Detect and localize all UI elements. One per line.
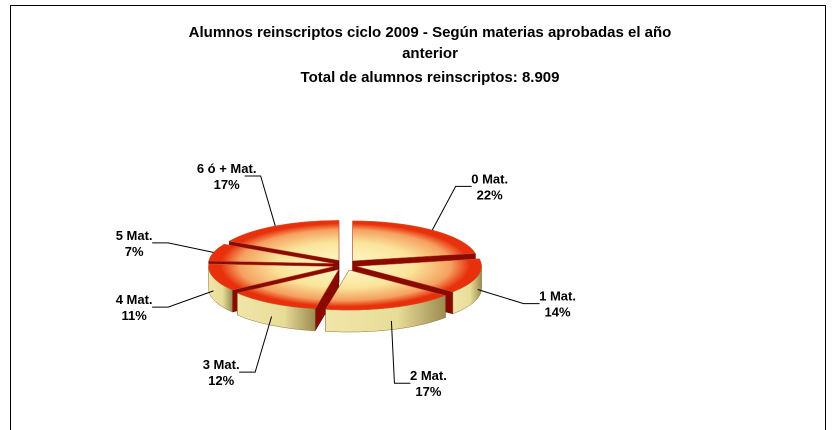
value-label: 17% <box>415 384 441 399</box>
slice <box>236 268 340 332</box>
value-label: 11% <box>121 308 147 323</box>
category-label: 5 Mat. <box>116 228 153 243</box>
value-label: 14% <box>545 305 571 320</box>
slice-top <box>228 220 340 261</box>
slice-top <box>325 269 447 311</box>
title-line: Alumnos reinscriptos ciclo 2009 - Según … <box>189 24 672 41</box>
leader-line <box>477 289 540 305</box>
slice-top <box>356 258 482 293</box>
slice-top <box>236 269 340 310</box>
leader-line <box>239 316 273 373</box>
title-line: anterior <box>402 45 458 62</box>
category-label: 4 Mat. <box>116 292 153 307</box>
category-label: 1 Mat. <box>539 289 576 304</box>
leader-line <box>244 175 276 227</box>
leader-line <box>152 242 214 253</box>
category-label: 0 Mat. <box>471 171 508 186</box>
chart-title: Alumnos reinscriptos ciclo 2009 - Según … <box>189 24 672 62</box>
leader-line <box>152 290 214 308</box>
category-label: 2 Mat. <box>410 368 447 383</box>
value-label: 12% <box>208 373 234 388</box>
value-label: 7% <box>125 244 144 259</box>
leader-line <box>390 320 411 384</box>
chart-subtitle: Total de alumnos reinscriptos: 8.909 <box>301 69 560 86</box>
value-label: 17% <box>214 177 240 192</box>
chart-border <box>10 5 826 430</box>
category-label: 3 Mat. <box>203 357 240 372</box>
slice-top <box>208 263 334 291</box>
slice-top <box>352 220 476 262</box>
leader-line <box>431 185 472 231</box>
category-label: 6 ó + Mat. <box>197 161 257 176</box>
value-label: 22% <box>477 187 503 202</box>
slice <box>325 269 447 333</box>
